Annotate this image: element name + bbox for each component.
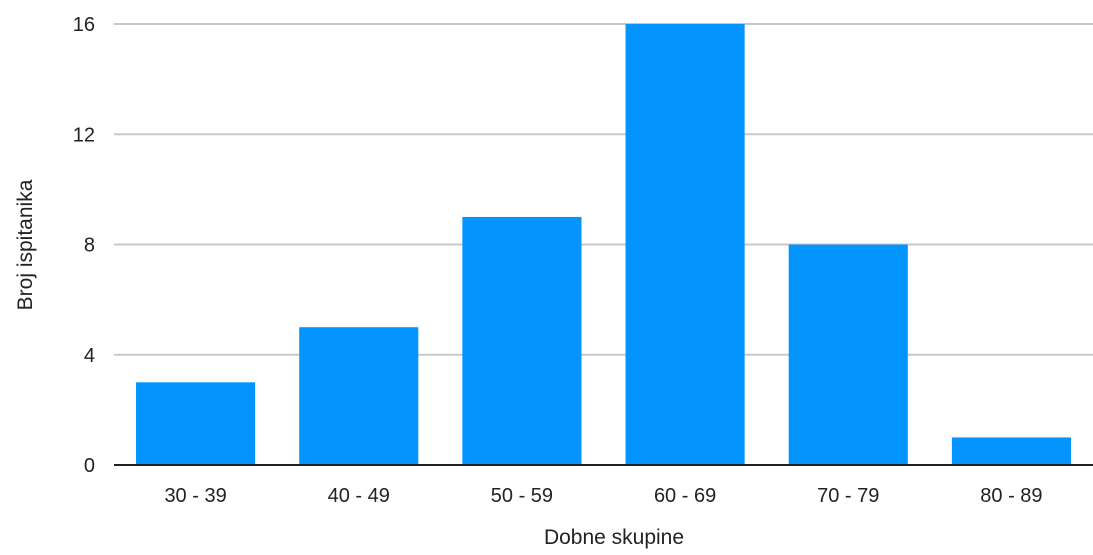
y-axis-title: Broj ispitanika [14,179,37,310]
y-tick-label: 0 [84,455,95,477]
bar-30-39 [136,382,256,465]
x-tick-label: 70 - 79 [817,485,879,507]
bar-40-49 [299,327,419,465]
y-tick-label: 4 [84,345,95,367]
y-tick-label: 8 [84,235,95,257]
x-tick-label: 80 - 89 [980,485,1042,507]
x-tick-label: 60 - 69 [654,485,716,507]
y-tick-label: 16 [73,14,95,36]
bar-60-69 [625,24,745,465]
x-axis-ticks: 30 - 39 40 - 49 50 - 59 60 - 69 70 - 79 80 - … [164,485,1042,507]
y-axis-ticks: 0 4 8 12 16 [73,14,95,477]
y-tick-label: 12 [73,124,95,146]
x-tick-label: 30 - 39 [164,485,226,507]
x-axis-title: Dobne skupine [544,526,684,549]
x-tick-label: 40 - 49 [328,485,390,507]
bars [136,24,1071,465]
bar-80-89 [951,437,1071,465]
bar-70-79 [788,244,908,465]
x-tick-label: 50 - 59 [491,485,553,507]
gridlines [114,23,1093,356]
bar-50-59 [462,216,582,465]
